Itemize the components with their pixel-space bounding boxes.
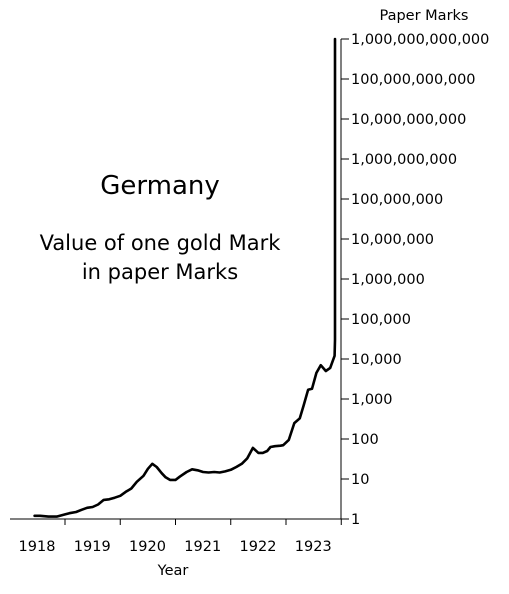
y-tick-label: 1,000,000	[351, 272, 425, 288]
y-tick-label: 10,000,000	[351, 232, 434, 248]
y-tick-label: 100,000	[351, 312, 411, 328]
y-tick-label: 1,000,000,000,000	[351, 32, 489, 48]
y-axis: 1 10 100 1,000 10,000 100,000 1,000,000 10,000,…	[340, 32, 489, 528]
chart-subtitle-line-1: Value of one gold Mark	[40, 231, 282, 255]
chart-title: Germany	[100, 171, 220, 201]
y-tick-label: 1,000,000,000	[351, 152, 457, 168]
x-axis: 1918 1919 1920 1921 1922 1923	[10, 518, 342, 555]
series-line	[33, 37, 337, 518]
x-tick-label: 1920	[129, 539, 166, 555]
x-axis-label: Year	[157, 563, 189, 579]
y-tick-label: 10,000	[351, 352, 402, 368]
x-tick-label: 1922	[240, 539, 277, 555]
y-tick-label: 100	[351, 432, 379, 448]
y-tick-label: 10,000,000,000	[351, 112, 466, 128]
x-tick-label: 1921	[184, 539, 221, 555]
x-tick-label: 1919	[74, 539, 111, 555]
y-axis-label: Paper Marks	[380, 8, 469, 24]
chart-subtitle-line-2: in paper Marks	[82, 260, 238, 284]
x-tick-label: 1923	[295, 539, 332, 555]
y-tick-label: 100,000,000	[351, 192, 443, 208]
x-tick-label: 1918	[19, 539, 56, 555]
y-tick-label: 1,000	[351, 392, 393, 408]
y-tick-label: 1	[351, 512, 360, 528]
y-tick-label: 100,000,000,000	[351, 72, 476, 88]
y-tick-label: 10	[351, 472, 369, 488]
